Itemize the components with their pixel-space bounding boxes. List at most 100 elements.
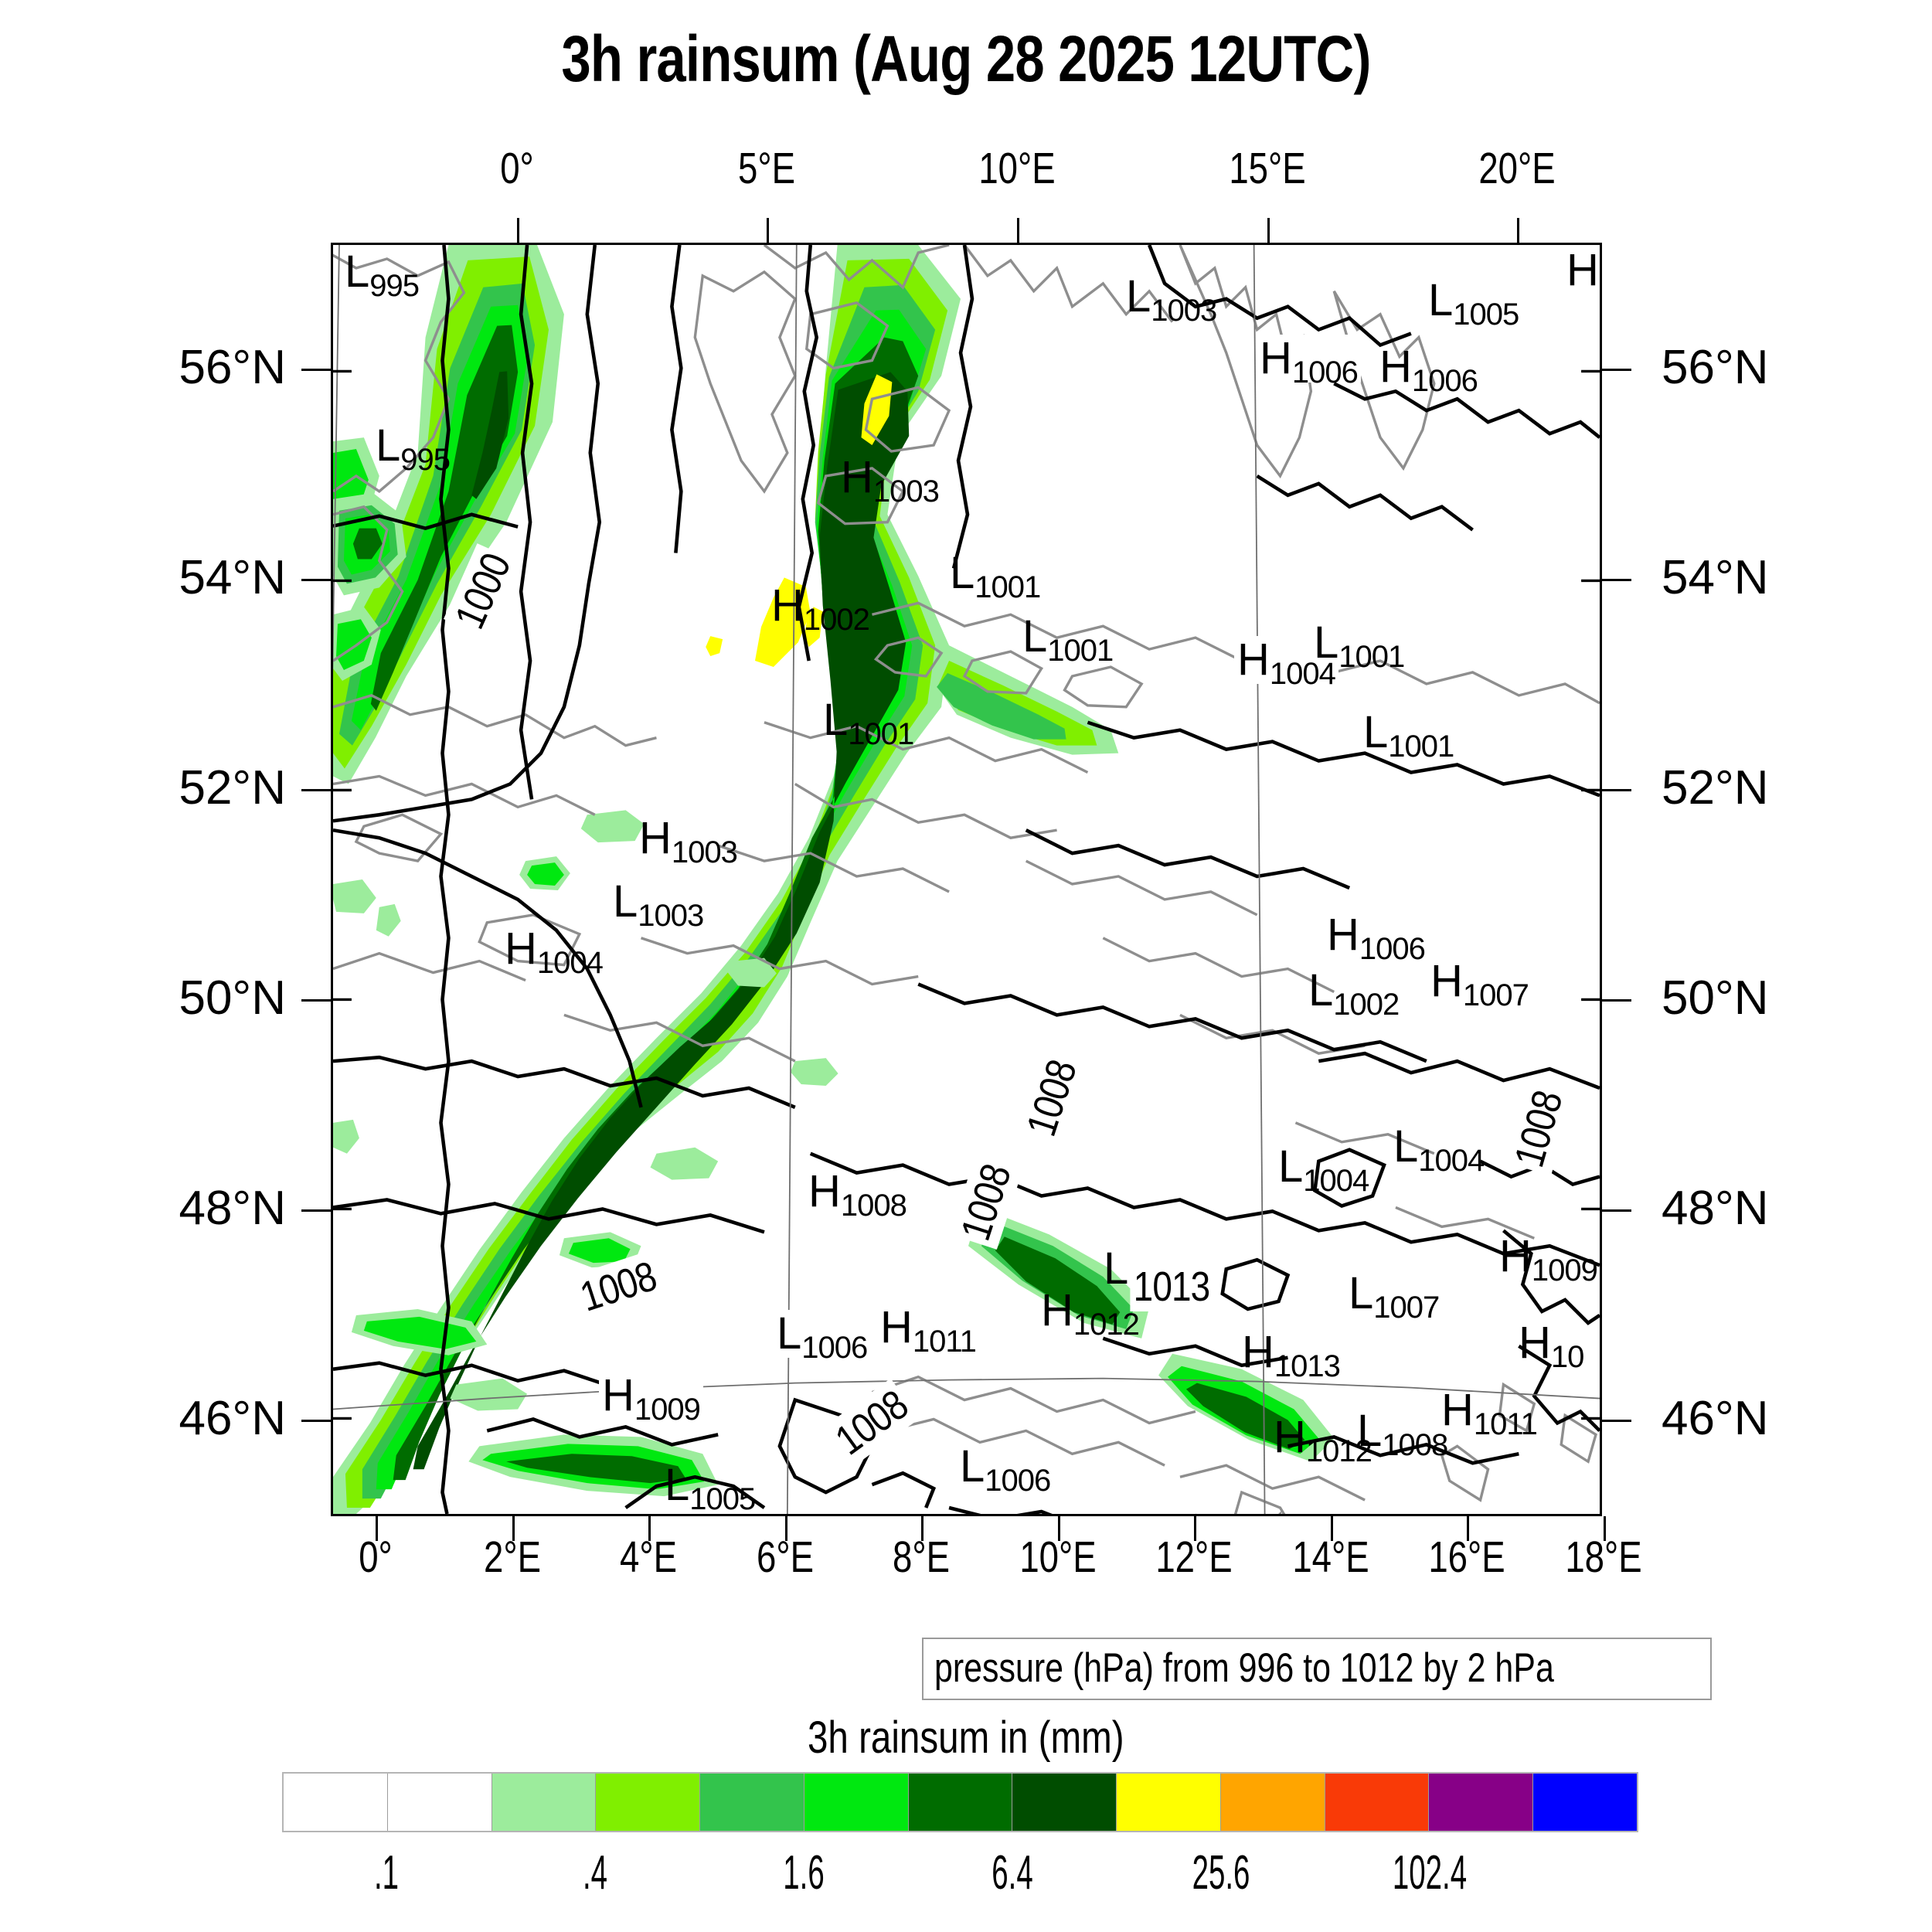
high-pressure-label: H1013 [1242,1327,1341,1383]
colorbar-swatch[interactable] [804,1774,909,1831]
pressure-center-value: 1004 [1418,1144,1485,1178]
colorbar-swatch[interactable] [284,1774,388,1831]
bottom-tick-mark [784,1516,787,1541]
pressure-center-type: H [1441,1385,1474,1435]
colorbar-swatch[interactable] [387,1774,492,1831]
frame-ticks [333,369,1600,1420]
right-lat-label: 54°N [1662,551,1769,604]
pressure-center-type: H [1242,1327,1274,1377]
pressure-center-value: 1007 [1462,978,1529,1012]
colorbar-swatch[interactable] [596,1774,701,1831]
pressure-center-type: H [1260,333,1292,383]
pressure-center-type: L [1314,617,1339,668]
low-pressure-label: L1001 [823,698,914,750]
pressure-center-type: L [1104,1243,1129,1294]
left-tick-mark [301,1209,331,1212]
colorbar-swatch[interactable] [492,1774,597,1831]
weather-map[interactable]: L995 L995 H1003 H1002 L1003 H1006 H1006 L1005 H L… [331,243,1602,1516]
left-tick-mark [301,579,331,581]
low-pressure-label: L1003 [1126,271,1217,327]
bottom-tick-mark [648,1516,651,1541]
high-pressure-label: H1006 [1379,345,1478,397]
pressure-center-value: 1006 [1291,355,1359,389]
bottom-tick-mark [921,1516,923,1541]
top-tick-mark [517,218,519,243]
bottom-tick-label: 2°E [483,1532,541,1582]
pressure-center-type: L [950,548,975,598]
high-pressure-label: H1002 [771,580,870,636]
pressure-center-type: H [1519,1318,1551,1368]
pressure-center-type: L [1278,1141,1304,1192]
pressure-center-value: 1001 [1388,730,1454,764]
top-tick-label: 0° [500,144,534,193]
top-tick-label: 10°E [978,144,1056,193]
colorbar-swatch[interactable] [1117,1774,1221,1831]
pressure-center-type: H [1499,1231,1532,1281]
pressure-center-type: H [1430,956,1463,1006]
low-pressure-label: L1008 [1357,1406,1448,1461]
coastlines [333,245,1600,1514]
pressure-center-value: 1004 [536,946,604,980]
pressure-center-value: 1009 [1531,1253,1598,1287]
low-pressure-label: L1001 [1363,710,1454,763]
pressure-center-value: 1001 [975,570,1041,604]
colorbar-swatch[interactable] [700,1774,804,1831]
pressure-center-value: 1006 [1411,364,1478,398]
right-lat-label: 52°N [1662,761,1769,815]
top-tick-label: 15°E [1229,144,1306,193]
left-lat-label: 50°N [179,971,286,1025]
pressure-center-type: L [376,420,401,471]
bottom-tick-label: 8°E [892,1532,950,1582]
pressure-center-value: 1001 [1047,634,1114,668]
colorbar-swatch[interactable] [908,1774,1013,1831]
left-tick-mark [301,369,331,371]
colorbar-swatch[interactable] [1220,1774,1325,1831]
low-pressure-label: L1005 [665,1463,756,1515]
colorbar-tick-label: .4 [582,1846,608,1900]
top-tick-mark [767,218,769,243]
colorbar-swatch[interactable] [1533,1774,1637,1831]
high-pressure-label: H1012 [1274,1415,1372,1468]
pressure-center-type: H [841,452,873,502]
colorbar-swatch[interactable] [1429,1774,1534,1831]
left-tick-mark [301,789,331,791]
high-pressure-label: H1003 [841,452,940,508]
high-pressure-label: H1007 [1430,956,1529,1012]
low-pressure-label: L1006 [960,1444,1051,1497]
pressure-center-type: L [1357,1406,1383,1456]
right-tick-mark [1602,999,1631,1002]
colorbar-tick-label: 102.4 [1392,1846,1468,1900]
low-pressure-label: L995 [376,420,451,476]
pressure-center-value: 1008 [840,1189,907,1223]
right-tick-mark [1602,789,1631,791]
right-tick-mark [1602,369,1631,371]
high-pressure-label: H1011 [877,1302,979,1357]
bottom-tick-mark [512,1516,515,1541]
top-tick-mark [1267,218,1270,243]
pressure-center-value: 1005 [1453,298,1519,332]
pressure-center-type: L [1428,275,1454,325]
top-tick-label: 20°E [1478,144,1556,193]
colorbar[interactable] [282,1772,1638,1832]
pressure-center-value: 1008 [1382,1428,1448,1462]
pressure-center-value: 1011 [1473,1407,1538,1441]
colorbar-swatch[interactable] [1325,1774,1430,1831]
low-pressure-label: L1004 [1393,1124,1485,1177]
colorbar-title: 3h rainsum in (mm) [808,1713,1124,1763]
right-lat-label: 56°N [1662,341,1769,394]
top-tick-mark [1517,218,1519,243]
pressure-center-type: H [771,580,804,631]
pressure-center-type: L [1126,271,1151,321]
pressure-center-value: 1012 [1073,1308,1140,1342]
left-tick-mark [301,1420,331,1422]
colorbar-swatch[interactable] [1012,1774,1117,1831]
right-lat-label: 46°N [1662,1392,1769,1445]
low-pressure-label: L1006 [774,1310,871,1363]
high-pressure-label: H1009 [599,1372,703,1425]
right-tick-mark [1602,1420,1631,1422]
pressure-center-value: 1004 [1269,657,1336,691]
pressure-center-value: 1012 [1305,1434,1372,1468]
pressure-center-type: H [880,1302,913,1352]
top-tick-mark [1017,218,1019,243]
right-lat-label: 48°N [1662,1182,1769,1235]
